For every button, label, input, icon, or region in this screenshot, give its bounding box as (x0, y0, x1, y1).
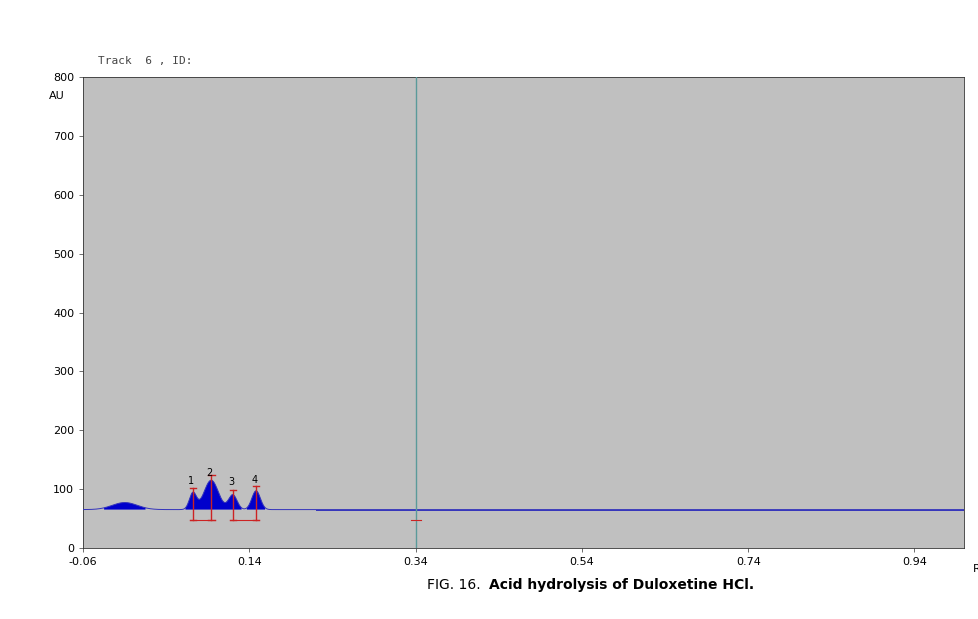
Text: Acid hydrolysis of Duloxetine HCl.: Acid hydrolysis of Duloxetine HCl. (489, 578, 754, 592)
Text: 2: 2 (206, 469, 212, 478)
Y-axis label: AU: AU (49, 92, 65, 102)
Text: 4: 4 (251, 475, 257, 485)
Text: 1: 1 (188, 476, 195, 486)
Text: FIG. 16.: FIG. 16. (426, 578, 489, 592)
Text: Rf: Rf (972, 565, 978, 574)
Text: 3: 3 (228, 477, 234, 487)
Text: Track  6 , ID:: Track 6 , ID: (98, 56, 193, 66)
